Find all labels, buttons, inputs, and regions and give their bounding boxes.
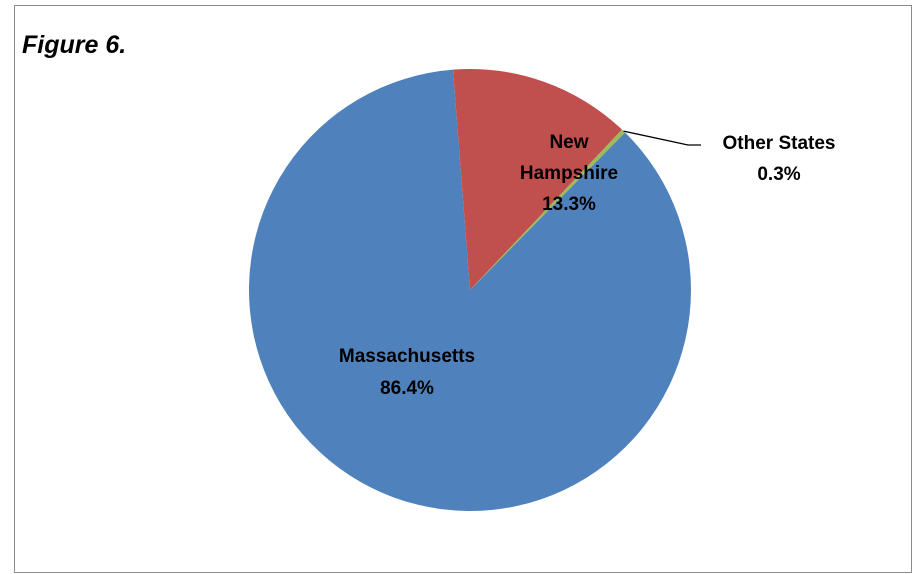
pie-slice-new-hampshire (453, 68, 623, 290)
label-other-states-name: Other States (723, 133, 836, 154)
pie-slice-other-states (470, 129, 626, 290)
label-new-hampshire-value: 13.3% (542, 194, 596, 215)
label-massachusetts-value: 86.4% (380, 378, 434, 399)
leader-line-other-states (623, 130, 701, 146)
label-new-hampshire-name-line2: Hampshire (520, 163, 618, 184)
label-other-states-value: 0.3% (757, 164, 800, 185)
label-new-hampshire-name-line1: New (549, 132, 588, 153)
label-massachusetts-name: Massachusetts (339, 346, 475, 367)
pie-slice-massachusetts (248, 69, 691, 511)
figure-title: Figure 6. (22, 31, 127, 59)
